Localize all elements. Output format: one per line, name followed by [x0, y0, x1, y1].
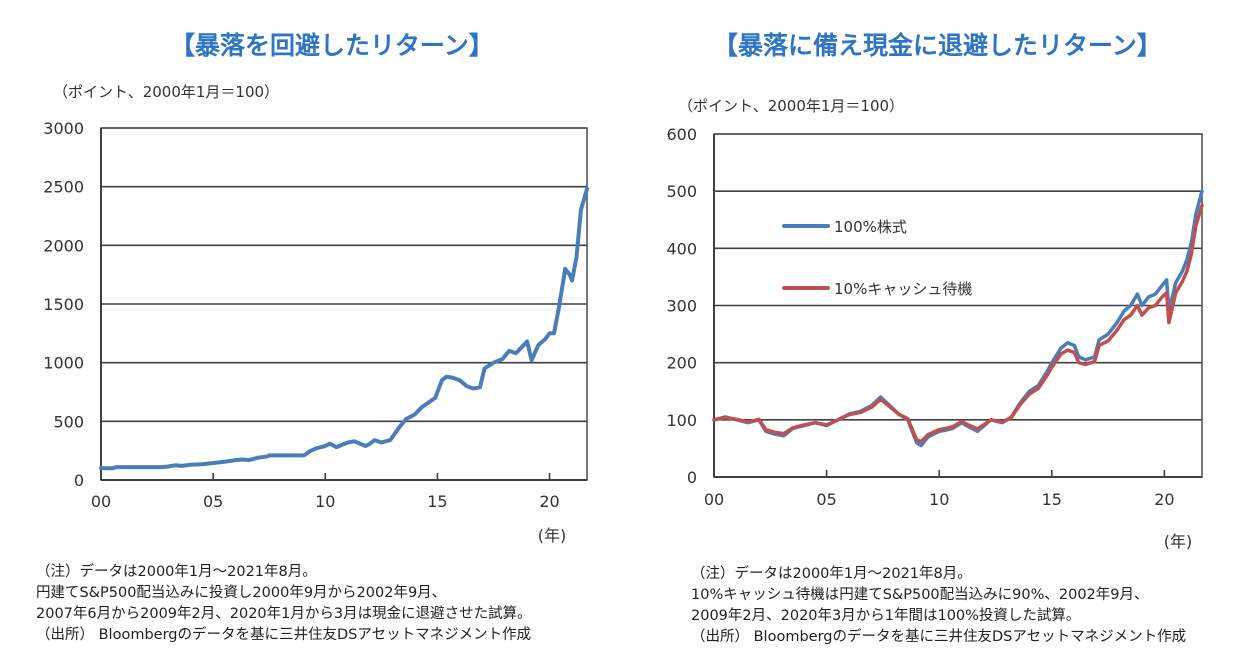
y-tick-label: 400	[666, 239, 697, 258]
series-line-1	[99, 187, 589, 471]
y-tick-label: 2500	[43, 178, 84, 197]
right-note-line: 10%キャッシュ待機は円建てS&P500配当込みに90%、2002年9月、	[691, 587, 1149, 603]
y-tick-label: 0	[687, 468, 697, 487]
y-tick-label: 3000	[43, 119, 84, 138]
x-axis-unit-label: (年)	[538, 526, 567, 545]
x-tick-label: 05	[816, 490, 836, 509]
x-tick-label: 20	[539, 492, 559, 511]
left-notes: （注）データは2000年1月～2021年8月。 円建てS&P500配当込みに投資…	[36, 562, 532, 646]
y-tick-label: 100	[666, 411, 697, 430]
y-tick-label: 500	[53, 412, 84, 431]
y-tick-label: 2000	[43, 236, 84, 255]
y-tick-label: 0	[74, 471, 84, 490]
legend-label: 100%株式	[834, 218, 907, 236]
y-tick-label: 200	[666, 354, 697, 373]
left-chart-title: 【暴落を回避したリターン】	[170, 31, 494, 60]
x-tick-label: 00	[704, 490, 724, 509]
y-tick-label: 300	[666, 297, 697, 316]
right-notes: （注）データは2000年1月～2021年8月。 10%キャッシュ待機は円建てS&…	[691, 564, 1186, 648]
left-note-line: （出所） Bloombergのデータを基に三井住友DSアセットマネジメント作成	[36, 627, 532, 643]
series-line-2	[712, 203, 1204, 444]
right-unit-label: （ポイント、2000年1月＝100）	[678, 97, 905, 115]
x-tick-label: 00	[91, 492, 111, 511]
left-note-line: 円建てS&P500配当込みに投資し2000年9月から2002年9月、	[36, 585, 447, 601]
legend-label: 10%キャッシュ待機	[834, 280, 972, 298]
right-note-line: （注）データは2000年1月～2021年8月。	[691, 566, 972, 582]
right-chart-title: 【暴落に備え現金に退避したリターン】	[713, 31, 1162, 60]
x-tick-label: 10	[315, 492, 335, 511]
right-note-line: （出所） Bloombergのデータを基に三井住友DSアセットマネジメント作成	[691, 629, 1187, 645]
x-tick-label: 05	[203, 492, 223, 511]
right-note-line: 2009年2月、2020年3月から1年間は100%投資した試算。	[691, 608, 1081, 624]
y-tick-label: 600	[666, 125, 697, 144]
left-note-line: 2007年6月から2009年2月、2020年1月から3月は現金に退避させた試算。	[36, 606, 532, 622]
x-tick-label: 10	[929, 490, 949, 509]
x-axis-unit-label: (年)	[1164, 532, 1193, 551]
left-unit-label: （ポイント、2000年1月＝100）	[53, 83, 280, 101]
x-tick-label: 15	[1042, 490, 1062, 509]
y-tick-label: 500	[666, 182, 697, 201]
x-tick-label: 15	[427, 492, 447, 511]
x-tick-label: 20	[1154, 490, 1174, 509]
left-note-line: （注）データは2000年1月～2021年8月。	[36, 564, 317, 580]
y-tick-label: 1000	[43, 354, 84, 373]
y-tick-label: 1500	[43, 295, 84, 314]
